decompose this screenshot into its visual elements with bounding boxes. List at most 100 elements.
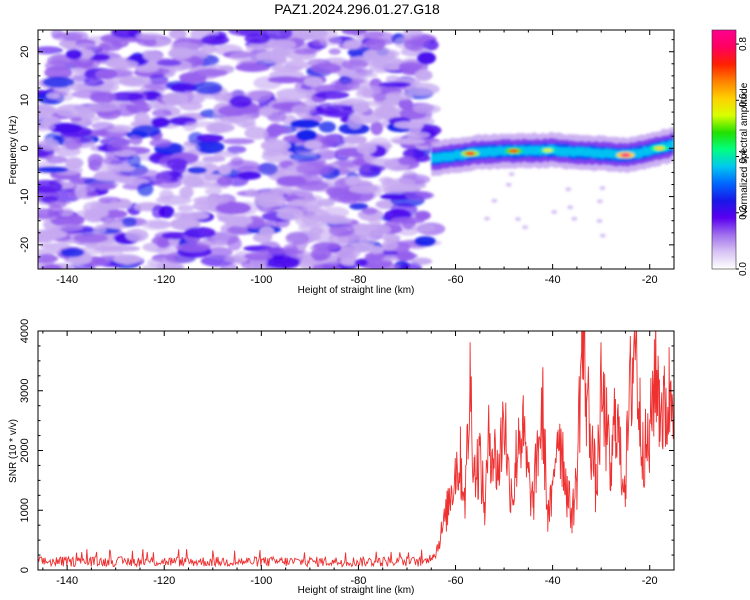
- heatmap-cell: [290, 119, 320, 129]
- heatmap-cell: [43, 263, 61, 269]
- heatmap-cell: [368, 215, 382, 226]
- heatmap-cell: [405, 82, 440, 96]
- heatmap-cell: [359, 233, 377, 247]
- heatmap-cell: [38, 179, 63, 194]
- heatmap-cell: [260, 139, 291, 152]
- heatmap-cell: [358, 164, 382, 176]
- heatmap-cell: [87, 153, 104, 167]
- snr-axes: -140 -120 -100 -80 -60 -40 -20 0 1000 2000 3000 400…: [19, 319, 675, 587]
- heatmap-cell: [385, 75, 401, 84]
- heatmap-cell: [95, 69, 117, 80]
- heatmap-cell: [412, 104, 441, 114]
- heatmap-cell: [379, 81, 412, 88]
- heatmap-cell: [181, 142, 200, 155]
- heatmap-cell: [277, 207, 304, 221]
- heatmap-cell: [108, 201, 122, 210]
- heatmap-cell: [77, 109, 96, 120]
- heatmap-cell: [42, 76, 75, 88]
- snr-x-axis-label: Height of straight line (km): [298, 585, 415, 596]
- heatmap-cell: [328, 48, 341, 55]
- heatmap-cell: [515, 217, 521, 222]
- spectrogram-frame: [37, 29, 675, 270]
- colorbar-axis: 0.0 0.2 0.4 0.6 0.8: [711, 29, 749, 276]
- heatmap-cell: [169, 217, 201, 231]
- heatmap-cell: [51, 32, 83, 41]
- heatmap-cell: [258, 162, 278, 176]
- heatmap-cell: [143, 80, 174, 91]
- heatmap-cell: [175, 242, 211, 252]
- heatmap-cell: [258, 106, 273, 117]
- heatmap-cell: [403, 190, 435, 200]
- heatmap-cell: [135, 32, 163, 40]
- heatmap-cell: [54, 224, 83, 232]
- heatmap-cell: [72, 42, 101, 53]
- heatmap-cell: [291, 104, 311, 116]
- colorbar-tick-label: 0.4: [738, 149, 749, 163]
- heatmap-cell: [226, 145, 247, 154]
- heatmap-cell: [416, 51, 436, 65]
- heatmap-cell: [142, 51, 163, 61]
- heatmap-cell: [341, 30, 367, 36]
- heatmap-signal-ridge: [431, 127, 674, 238]
- heatmap-cell: [596, 199, 603, 204]
- heatmap-cell: [411, 257, 433, 265]
- heatmap-cell: [349, 202, 369, 210]
- heatmap-cell: [298, 223, 331, 232]
- heatmap-cell: [325, 186, 343, 197]
- heatmap-cell: [143, 38, 157, 46]
- heatmap-cell: [317, 198, 335, 207]
- heatmap-cell: [284, 59, 308, 70]
- heatmap-cell: [340, 257, 360, 266]
- heatmap-cell: [310, 248, 332, 261]
- heatmap-cell: [230, 156, 244, 166]
- heatmap-cell: [105, 59, 139, 69]
- heatmap-cell: [166, 158, 188, 171]
- heatmap-cell: [334, 246, 361, 260]
- heatmap-cell: [357, 85, 382, 96]
- heatmap-cell: [522, 225, 529, 230]
- heatmap-cell: [296, 162, 330, 176]
- heatmap-cell: [343, 72, 378, 79]
- heatmap-hot-spot: [542, 148, 553, 153]
- heatmap-cell: [201, 34, 230, 46]
- heatmap-cell: [194, 195, 230, 206]
- heatmap-cell: [393, 121, 422, 129]
- heatmap-cell: [46, 155, 68, 164]
- heatmap-cell: [38, 229, 68, 240]
- heatmap-cell: [381, 234, 401, 242]
- heatmap-cell: [38, 248, 63, 255]
- snr-y-tick-label: 1000: [19, 498, 31, 522]
- heatmap-cell: [399, 262, 423, 269]
- spectrogram-y-tick-label: -10: [19, 189, 31, 205]
- snr-line-plot: [38, 331, 674, 568]
- heatmap-cell: [159, 189, 174, 201]
- heatmap-cell: [344, 176, 359, 187]
- heatmap-cell: [381, 177, 397, 192]
- spectrogram-y-tick-label: 10: [19, 94, 31, 106]
- heatmap-cell: [193, 81, 223, 95]
- heatmap-cell: [409, 35, 432, 46]
- heatmap-cell: [381, 240, 399, 251]
- colorbar-tick-label: 0.2: [738, 205, 749, 219]
- snr-x-tick-label: -100: [250, 575, 272, 587]
- heatmap-cell: [73, 233, 109, 243]
- heatmap-cell: [91, 121, 115, 130]
- heatmap-cell: [221, 138, 255, 145]
- spectrogram-y-tick-label: 20: [19, 46, 31, 58]
- heatmap-cell: [193, 68, 229, 77]
- colorbar-frame: [711, 29, 737, 270]
- colorbar-tick-label: 0.0: [738, 262, 749, 276]
- snr-y-tick-label: 2000: [19, 438, 31, 462]
- heatmap-cell: [320, 134, 339, 146]
- heatmap-cell: [348, 184, 380, 194]
- heatmap-cell: [127, 154, 141, 168]
- heatmap-cell: [170, 83, 197, 94]
- heatmap-cell: [394, 178, 416, 190]
- heatmap-cell: [267, 76, 304, 84]
- heatmap-cell: [341, 59, 369, 70]
- heatmap-cell: [156, 59, 182, 67]
- heatmap-cell: [259, 226, 275, 238]
- heatmap-cell: [391, 138, 426, 145]
- heatmap-cell: [122, 217, 137, 227]
- heatmap-cell: [296, 129, 317, 142]
